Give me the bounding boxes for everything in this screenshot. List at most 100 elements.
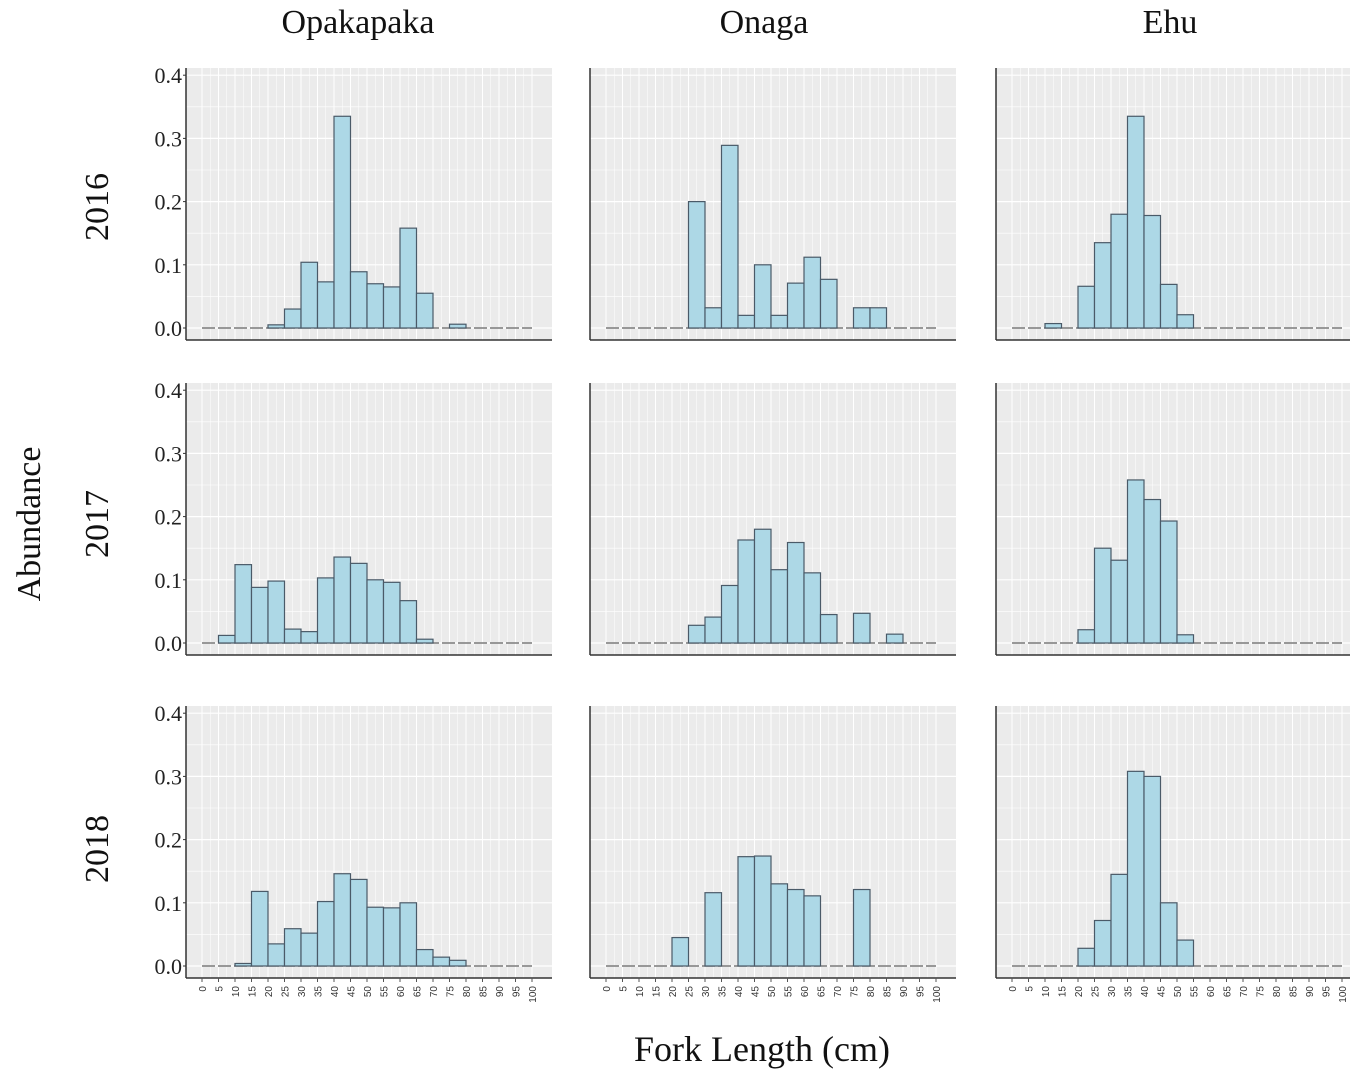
bar-60cm	[399, 902, 418, 967]
x-tick-label: 30	[297, 986, 308, 998]
bar-60cm	[399, 227, 418, 329]
x-tick-label: 20	[264, 986, 275, 998]
bar-35cm	[1126, 770, 1145, 967]
x-tick-label: 60	[396, 986, 407, 998]
bar-5cm	[217, 634, 236, 644]
y-tick-label: 0.0	[155, 954, 183, 979]
x-tick-label: 40	[1140, 986, 1151, 998]
bar-40cm	[333, 556, 352, 644]
y-tick-label: 0.0	[155, 631, 183, 656]
bar-10cm	[234, 962, 253, 967]
bar-30cm	[704, 616, 723, 644]
bar-65cm	[819, 278, 838, 329]
x-tick-label: 50	[363, 986, 374, 998]
bar-45cm	[753, 528, 772, 644]
x-tick-label: 10	[1041, 986, 1052, 998]
panel-onaga-2018: 0 5 10 15 20 25 30 35 40 45 50 55 60 65 70 75 80 85 90 95 10…	[589, 706, 956, 1003]
bar-45cm	[1159, 902, 1178, 967]
x-tick-label: 100	[932, 986, 943, 1003]
bar-20cm	[1077, 629, 1096, 644]
bar-50cm	[366, 283, 385, 329]
x-tick-label: 5	[619, 986, 630, 992]
x-tick-label: 95	[512, 986, 523, 998]
bar-10cm	[1044, 322, 1063, 329]
panel-opakapaka-2016: 0.0 0.1 0.2 0.3 0.4	[155, 63, 552, 341]
x-tick-label: 70	[1239, 986, 1250, 998]
bar-65cm	[819, 613, 838, 644]
bar-45cm	[349, 562, 368, 644]
bar-55cm	[786, 541, 805, 644]
bar-40cm	[737, 314, 756, 329]
bar-30cm	[1110, 559, 1129, 644]
x-tick-label: 70	[833, 986, 844, 998]
x-tick-label: 15	[1058, 986, 1069, 998]
x-tick-label: 55	[380, 986, 391, 998]
bar-30cm	[1110, 873, 1129, 967]
bar-75cm	[852, 307, 871, 329]
bar-35cm	[316, 577, 335, 644]
bar-20cm	[267, 324, 286, 329]
bar-50cm	[1176, 939, 1195, 967]
x-tick-label: 25	[1091, 986, 1102, 998]
bar-15cm	[250, 586, 269, 644]
y-tick-label: 0.4	[155, 378, 183, 403]
x-tick-label: 90	[1305, 986, 1316, 998]
bar-15cm	[250, 890, 269, 967]
bar-85cm	[885, 633, 904, 644]
bar-20cm	[1077, 285, 1096, 329]
x-tick-label: 80	[462, 986, 473, 998]
y-tick-label: 0.1	[155, 891, 183, 916]
x-tick-label: 85	[883, 986, 894, 998]
panel-onaga-2017	[589, 383, 956, 656]
y-tick-label: 0.1	[155, 253, 183, 278]
bar-45cm	[753, 855, 772, 967]
y-tick-label: 0.2	[155, 505, 183, 530]
x-tick-label: 30	[1107, 986, 1118, 998]
x-tick-label: 75	[446, 986, 457, 998]
bar-25cm	[1093, 242, 1112, 329]
x-tick-label: 5	[1025, 986, 1036, 992]
bar-45cm	[349, 271, 368, 329]
bar-30cm	[300, 261, 319, 329]
y-tick-label: 0.3	[155, 441, 183, 466]
bar-75cm	[448, 323, 467, 329]
bar-50cm	[770, 883, 789, 967]
y-tick-label: 0.0	[155, 316, 183, 341]
bar-50cm	[770, 569, 789, 644]
column-title-opakapaka: Opakapaka	[281, 4, 435, 41]
bar-35cm	[720, 584, 739, 644]
x-axis-title: Fork Length (cm)	[634, 1029, 890, 1069]
panel-ehu-2018: 0 5 10 15 20 25 30 35 40 45 50 55 60 65 70 75 80 85 90 95 10…	[995, 706, 1350, 1003]
bar-60cm	[803, 572, 822, 644]
bar-50cm	[366, 906, 385, 967]
bar-40cm	[333, 873, 352, 967]
x-tick-label: 10	[635, 986, 646, 998]
x-tick-label: 45	[1157, 986, 1168, 998]
bar-40cm	[1143, 498, 1162, 644]
x-tick-label: 35	[1124, 986, 1135, 998]
bar-45cm	[349, 878, 368, 967]
bar-20cm	[267, 580, 286, 644]
x-tick-label: 0	[602, 986, 613, 992]
bar-10cm	[234, 564, 253, 644]
bar-25cm	[283, 628, 302, 644]
bar-35cm	[720, 144, 739, 329]
bar-40cm	[737, 539, 756, 644]
x-tick-label: 55	[784, 986, 795, 998]
x-tick-label: 55	[1190, 986, 1201, 998]
y-tick-label: 0.4	[155, 63, 183, 88]
bar-50cm	[770, 314, 789, 329]
bar-75cm	[852, 888, 871, 967]
bar-55cm	[786, 282, 805, 329]
bar-30cm	[704, 892, 723, 967]
x-tick-label: 45	[751, 986, 762, 998]
x-tick-label: 75	[1256, 986, 1267, 998]
bar-30cm	[704, 307, 723, 329]
x-tick-label: 75	[850, 986, 861, 998]
bar-20cm	[671, 936, 690, 967]
x-tick-label: 30	[701, 986, 712, 998]
x-tick-label: 5	[215, 986, 226, 992]
x-tick-label: 65	[817, 986, 828, 998]
x-tick-label: 80	[866, 986, 877, 998]
